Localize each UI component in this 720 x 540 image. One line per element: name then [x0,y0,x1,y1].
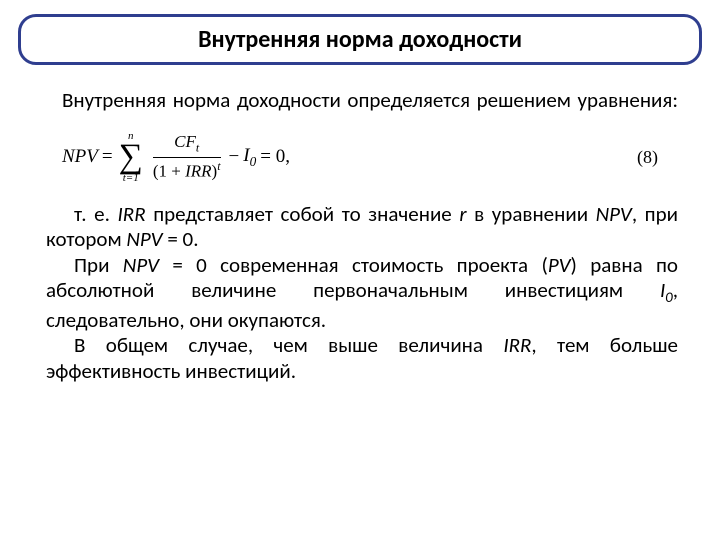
p1-npv2: NPV [126,226,162,252]
formula-eq: = [102,146,113,168]
frac-den-open: (1 + [153,162,185,181]
p1-e: в уравнении [467,201,596,227]
frac-num: CFt [174,133,199,154]
formula-lhs: NPV [62,146,98,168]
frac-num-cf: CF [174,132,196,151]
p3-irr: IRR [503,332,531,358]
p2-I0: 0 [665,289,672,307]
frac-den-irr: IRR [185,162,211,181]
formula-I: I0 [243,145,256,170]
p1-a: т. е. [74,201,118,227]
sum-lower: t=1 [123,173,139,184]
p1-i: = 0. [163,226,199,252]
p1-npv1: NPV [596,201,632,227]
formula: NPV = n ∑ t=1 CFt (1 + IRR)t − I0 = 0, [62,131,290,184]
sigma-icon: n ∑ t=1 [119,131,143,184]
p3-a: В общем случае, чем выше величина [74,332,503,358]
equation-number: (8) [637,147,658,168]
formula-I-sub: 0 [250,154,257,169]
body-text: т. е. IRR представляет собой то значение… [46,202,678,385]
formula-minus: − [229,146,240,168]
para-3: В общем случае, чем выше величина IRR, т… [46,333,678,384]
fraction: CFt (1 + IRR)t [153,133,221,181]
p2-a: При [74,252,123,278]
formula-rhs: = 0, [260,146,290,168]
frac-den: (1 + IRR)t [153,160,221,181]
p1-r: r [459,201,466,227]
formula-row: NPV = n ∑ t=1 CFt (1 + IRR)t − I0 = 0, [62,131,678,184]
slide: Внутренняя норма доходности Внутренняя н… [0,0,720,540]
title-text: Внутренняя норма доходности [198,25,522,54]
para-1: т. е. IRR представляет собой то значение… [46,202,678,253]
title-box: Внутренняя норма доходности [18,14,702,65]
intro-text: Внутренняя норма доходности определяется… [62,87,678,113]
frac-den-sup: t [217,159,220,173]
frac-num-sub: t [196,141,199,155]
p2-c: = 0 современная стоимость проекта ( [159,252,548,278]
para-2: При NPV = 0 современная стоимость проект… [46,253,678,333]
p1-irr: IRR [118,201,146,227]
p1-c: представляет собой то значение [146,201,460,227]
p2-npv: NPV [123,252,159,278]
p2-pv: PV [548,252,571,278]
